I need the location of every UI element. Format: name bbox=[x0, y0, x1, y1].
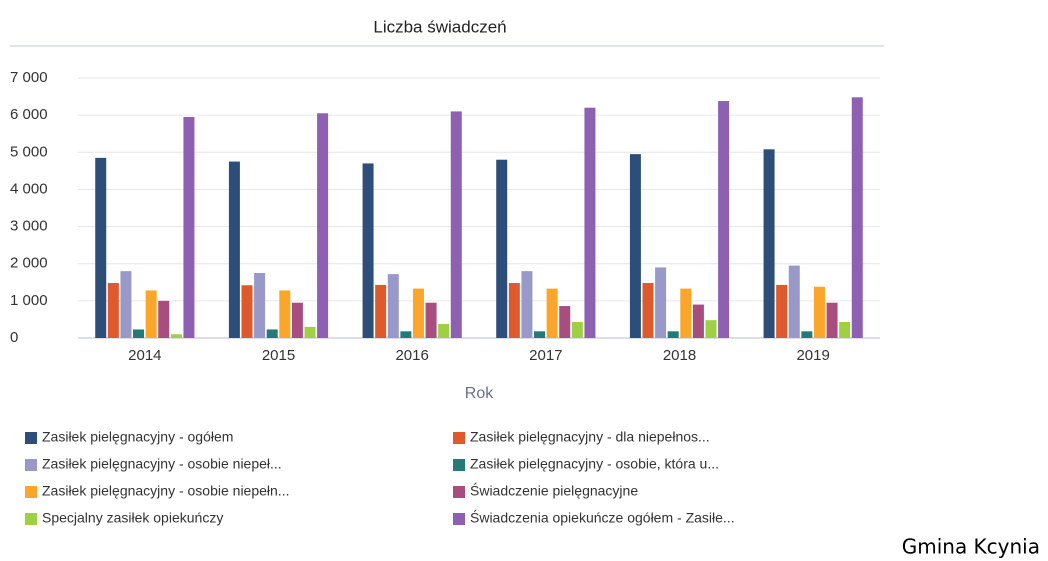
bar bbox=[839, 322, 851, 338]
y-tick-label: 4 000 bbox=[10, 180, 48, 197]
legend-swatch bbox=[453, 513, 465, 525]
bar bbox=[546, 288, 558, 338]
bar bbox=[534, 331, 546, 338]
bar bbox=[813, 286, 825, 338]
y-tick-label: 0 bbox=[10, 329, 18, 346]
bar bbox=[95, 157, 107, 338]
bar bbox=[412, 288, 424, 338]
bar bbox=[496, 159, 508, 338]
bar bbox=[788, 265, 800, 338]
legend-label: Zasiłek pielęgnacyjny - ogółem bbox=[42, 429, 233, 445]
bar bbox=[254, 273, 266, 338]
legend-swatch bbox=[25, 513, 37, 525]
y-tick-label: 3 000 bbox=[10, 218, 48, 235]
bar bbox=[692, 304, 704, 338]
bar bbox=[400, 331, 412, 338]
bar bbox=[183, 117, 195, 338]
x-tick-label: 2017 bbox=[529, 347, 562, 364]
y-tick-label: 5 000 bbox=[10, 143, 48, 160]
legend-swatch bbox=[453, 459, 465, 471]
legend-label: Zasiłek pielęgnacyjny - osobie niepełn..… bbox=[42, 483, 289, 499]
bar bbox=[571, 322, 583, 338]
bar bbox=[158, 300, 170, 338]
bar bbox=[241, 285, 253, 338]
bar bbox=[438, 323, 450, 338]
bar bbox=[145, 290, 157, 338]
x-tick-label: 2015 bbox=[262, 347, 295, 364]
bar bbox=[667, 331, 679, 338]
y-tick-label: 7 000 bbox=[10, 69, 48, 86]
legend-label: Zasiłek pielęgnacyjny - osobie niepeł... bbox=[42, 456, 282, 472]
y-tick-label: 1 000 bbox=[10, 292, 48, 309]
x-tick-label: 2019 bbox=[796, 347, 829, 364]
legend-label: Specjalny zasiłek opiekuńczy bbox=[42, 510, 223, 526]
bar bbox=[826, 302, 838, 338]
bar bbox=[133, 329, 145, 338]
bar bbox=[521, 271, 533, 338]
legend-label: Zasiłek pielęgnacyjny - dla niepełnos... bbox=[470, 429, 710, 445]
caption: Gmina Kcynia bbox=[902, 535, 1040, 559]
bar bbox=[425, 302, 437, 338]
bar bbox=[304, 326, 316, 338]
bar bbox=[508, 283, 520, 338]
legend-swatch bbox=[453, 432, 465, 444]
bar bbox=[705, 320, 717, 338]
legend-label: Świadczenia opiekuńcze ogółem - Zasiłe..… bbox=[470, 509, 735, 526]
bar bbox=[317, 113, 329, 339]
bar bbox=[120, 271, 132, 338]
x-tick-label: 2016 bbox=[395, 347, 428, 364]
bar bbox=[655, 267, 667, 338]
bar bbox=[387, 274, 399, 338]
legend-swatch bbox=[453, 486, 465, 498]
x-tick-label: 2014 bbox=[128, 347, 161, 364]
bar bbox=[851, 97, 863, 338]
x-axis-title: Rok bbox=[465, 385, 494, 402]
bar bbox=[629, 154, 641, 338]
bar bbox=[279, 290, 291, 338]
legend-swatch bbox=[25, 432, 37, 444]
y-tick-label: 6 000 bbox=[10, 106, 48, 123]
bar bbox=[559, 306, 571, 338]
bar bbox=[450, 111, 462, 338]
bar bbox=[763, 149, 775, 338]
bar bbox=[375, 284, 387, 338]
legend-label: Świadczenie pielęgnacyjne bbox=[470, 482, 638, 499]
bar bbox=[584, 107, 596, 338]
bar bbox=[291, 302, 303, 338]
bar bbox=[718, 101, 730, 339]
y-tick-label: 2 000 bbox=[10, 255, 48, 272]
bar bbox=[680, 288, 692, 338]
bar bbox=[362, 163, 374, 338]
bar bbox=[107, 283, 119, 338]
x-tick-label: 2018 bbox=[663, 347, 696, 364]
bar bbox=[170, 334, 182, 338]
chart-title: Liczba świadczeń bbox=[373, 17, 506, 36]
bar bbox=[801, 331, 813, 338]
legend-label: Zasiłek pielęgnacyjny - osobie, która u.… bbox=[470, 456, 719, 472]
bar bbox=[266, 329, 278, 338]
bar bbox=[776, 284, 788, 338]
legend-swatch bbox=[25, 486, 37, 498]
legend-swatch bbox=[25, 459, 37, 471]
bar bbox=[228, 161, 240, 338]
bar bbox=[642, 283, 654, 338]
